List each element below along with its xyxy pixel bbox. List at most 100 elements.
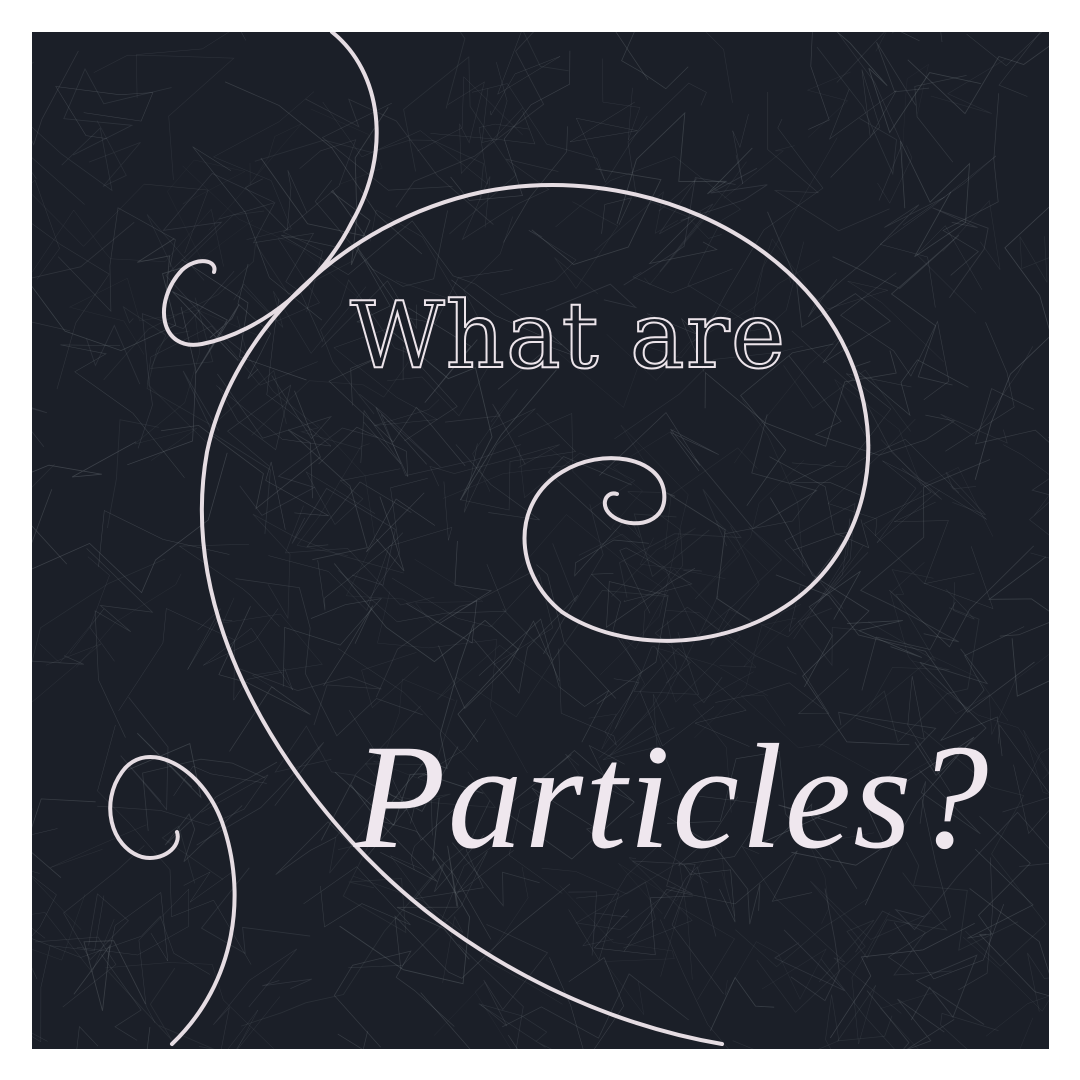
texture-line: [541, 861, 693, 980]
texture-line: [86, 548, 154, 738]
texture-line: [790, 460, 861, 496]
texture-line: [578, 533, 719, 639]
texture-line: [942, 93, 1000, 276]
texture-line: [57, 207, 176, 313]
texture-line: [658, 178, 714, 272]
texture-line: [97, 724, 252, 965]
texture-line: [838, 711, 937, 795]
texture-line: [32, 179, 60, 280]
texture-line: [171, 291, 240, 374]
texture-line: [106, 419, 159, 529]
texture-line: [328, 355, 466, 467]
texture-line: [393, 269, 513, 324]
texture-line: [455, 444, 540, 521]
texture-line: [339, 797, 471, 985]
texture-line: [101, 954, 142, 1041]
texture-line: [945, 471, 986, 516]
texture-line: [852, 359, 969, 417]
texture-line: [218, 606, 311, 752]
texture-line: [93, 54, 235, 180]
texture-line: [480, 924, 549, 1027]
texture-line: [588, 744, 635, 802]
texture-line: [32, 489, 68, 565]
texture-line: [445, 32, 569, 109]
texture-line: [827, 419, 923, 537]
texture-line: [396, 845, 470, 960]
texture-line: [667, 751, 832, 868]
texture-line: [723, 145, 795, 199]
texture-line: [788, 518, 851, 640]
texture-line: [856, 676, 951, 793]
texture-line: [809, 832, 875, 924]
texture-line: [593, 895, 693, 956]
texture-line: [218, 384, 292, 467]
texture-line: [632, 831, 724, 995]
texture-line: [919, 770, 981, 835]
texture-line: [329, 779, 451, 874]
texture-line: [98, 510, 230, 567]
texture-line: [366, 478, 428, 604]
texture-line: [450, 50, 571, 201]
texture-line: [316, 423, 463, 639]
texture-line: [183, 869, 236, 903]
texture-line: [461, 158, 559, 241]
texture-line: [599, 412, 719, 476]
texture-line: [851, 911, 890, 1044]
texture-line: [879, 992, 933, 1049]
texture-line: [531, 168, 662, 265]
texture-line: [900, 140, 970, 258]
texture-line: [627, 491, 683, 640]
texture-line: [893, 903, 1004, 980]
texture-line: [866, 990, 910, 1049]
texture-line: [518, 448, 636, 511]
texture-line: [407, 307, 478, 403]
texture-line: [275, 796, 418, 875]
texture-line: [769, 456, 870, 549]
texture-line: [338, 564, 507, 623]
texture-line: [683, 864, 736, 923]
texture-line: [333, 950, 455, 1048]
texture-line: [503, 126, 568, 243]
texture-line: [945, 582, 975, 620]
texture-line: [692, 671, 754, 813]
texture-line: [998, 724, 1049, 834]
texture-line: [265, 461, 329, 530]
texture-line: [876, 41, 930, 106]
texture-line: [252, 513, 404, 620]
texture-line: [501, 749, 635, 860]
texture-line: [940, 346, 1034, 444]
texture-line: [660, 906, 735, 1000]
texture-line: [107, 967, 215, 1049]
texture-line: [837, 32, 903, 201]
texture-line: [451, 279, 574, 390]
texture-line: [394, 883, 571, 979]
texture-line: [588, 589, 669, 750]
texture-line: [251, 332, 430, 436]
texture-line: [97, 774, 269, 826]
texture-line: [235, 578, 423, 737]
texture-line: [901, 63, 929, 169]
texture-line: [208, 123, 302, 231]
texture-line: [663, 866, 717, 937]
texture-line: [889, 545, 1034, 648]
texture-line: [161, 390, 321, 510]
texture-line: [638, 568, 769, 703]
texture-line: [32, 221, 135, 279]
texture-line: [818, 872, 948, 983]
texture-line: [55, 86, 154, 139]
texture-line: [772, 803, 858, 890]
texture-line: [602, 693, 681, 819]
texture-line: [35, 936, 117, 1008]
texture-line: [233, 238, 320, 322]
texture-line: [260, 157, 367, 237]
texture-line: [859, 459, 991, 643]
texture-line: [1021, 747, 1049, 793]
texture-line: [127, 732, 202, 799]
texture-line: [502, 973, 689, 1039]
texture-line: [998, 32, 1041, 97]
texture-line: [164, 761, 278, 862]
texture-line: [452, 842, 540, 907]
texture-line: [633, 631, 723, 704]
texture-line: [391, 574, 553, 666]
texture-line: [790, 888, 840, 1002]
